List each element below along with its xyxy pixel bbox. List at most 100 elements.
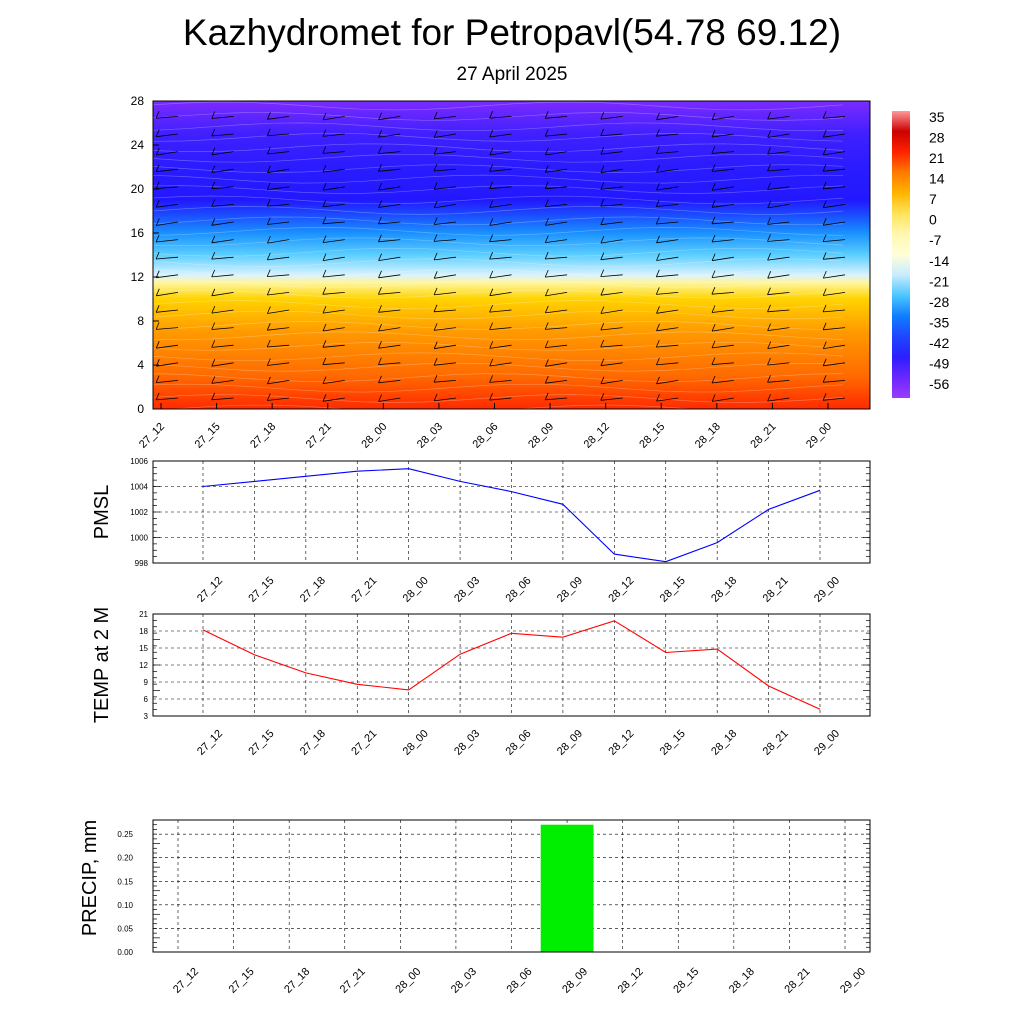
wind-barb-feather	[656, 182, 660, 191]
wind-barb-feather	[211, 218, 216, 226]
wind-barb	[489, 362, 512, 367]
x-tick-label: 27_15	[246, 728, 276, 758]
heatmap-field	[153, 101, 870, 409]
wind-barb-feather	[433, 147, 438, 155]
wind-barb-feather	[656, 357, 660, 366]
wind-barb-feather	[711, 129, 716, 138]
x-tick-label: 27_12	[171, 966, 201, 996]
wind-barb	[322, 239, 345, 243]
wind-barb	[823, 151, 846, 156]
wind-barb-feather	[711, 287, 716, 295]
contour-line	[153, 341, 844, 351]
contour-line	[153, 300, 844, 309]
wind-barb	[267, 221, 290, 225]
wind-barb-feather	[378, 164, 382, 172]
wind-barb-feather	[767, 357, 771, 366]
x-tick-label: 28_18	[709, 575, 739, 605]
wind-barb	[656, 221, 679, 225]
colorbar-tick-label: -49	[929, 355, 949, 371]
wind-barb	[767, 133, 790, 138]
page-subtitle: 27 April 2025	[456, 64, 568, 85]
wind-barb-feather	[767, 304, 771, 312]
wind-barb-feather	[155, 181, 160, 189]
wind-barb	[433, 309, 456, 313]
wind-barb-feather	[656, 253, 660, 261]
wind-barb	[711, 362, 734, 365]
x-tick-label: 27_15	[227, 966, 257, 996]
wind-barb-feather	[266, 252, 271, 261]
x-tick-label: 27_21	[338, 966, 368, 996]
wind-barb-feather	[378, 287, 382, 295]
wind-barb-feather	[822, 234, 827, 242]
wind-barb	[211, 362, 234, 367]
wind-barb-feather	[155, 164, 160, 172]
x-tick-label: 28_06	[471, 421, 501, 451]
wind-barb-feather	[155, 375, 160, 383]
wind-barb	[156, 116, 179, 119]
wind-barb	[489, 292, 512, 297]
wind-barb-feather	[433, 271, 438, 279]
wind-barb	[711, 380, 734, 384]
wind-barb	[489, 133, 512, 138]
wind-barb-feather	[378, 112, 382, 120]
x-tick-label: 28_21	[748, 421, 778, 451]
wind-barb	[656, 116, 679, 121]
wind-barb-feather	[544, 376, 549, 384]
wind-barb-feather	[155, 129, 160, 137]
wind-barb	[267, 380, 290, 385]
contour-line	[153, 153, 844, 163]
wind-barb	[545, 116, 568, 119]
wind-barb-feather	[600, 322, 605, 331]
wind-barb	[322, 344, 345, 348]
wind-barb-feather	[155, 111, 160, 119]
wind-barb	[600, 186, 623, 190]
wind-barb-feather	[489, 129, 494, 138]
wind-barb	[767, 380, 790, 383]
wind-barb	[378, 221, 401, 225]
wind-barb	[656, 292, 679, 295]
wind-barb-feather	[711, 340, 716, 349]
wind-barb	[823, 309, 846, 313]
wind-barb-feather	[544, 305, 549, 314]
wind-barb-feather	[822, 181, 827, 189]
wind-barb	[656, 344, 679, 348]
wind-barb	[211, 168, 234, 173]
wind-barb	[711, 204, 734, 208]
wind-barb	[656, 327, 679, 332]
wind-barb	[600, 168, 623, 174]
wind-barb	[434, 327, 456, 331]
wind-barb	[656, 256, 679, 261]
wind-barb	[267, 362, 290, 366]
wind-barb	[434, 133, 456, 138]
wind-barb-feather	[767, 393, 771, 402]
wind-barb-feather	[322, 146, 327, 154]
wind-barb	[378, 274, 401, 279]
wind-barb	[600, 397, 623, 401]
wind-barb	[489, 309, 512, 313]
wind-barb	[545, 256, 568, 260]
x-tick-label: 28_09	[555, 575, 585, 605]
x-tick-label: 28_03	[452, 728, 482, 758]
colorbar-tick-label: -56	[929, 376, 949, 392]
x-tick-label: 29_00	[812, 575, 842, 605]
y-tick-label: 28	[131, 94, 145, 108]
wind-barb	[489, 186, 512, 190]
wind-barb-feather	[711, 183, 716, 191]
y-tick-label: 12	[139, 661, 148, 670]
wind-barb-feather	[600, 376, 605, 384]
wind-barb	[378, 397, 401, 402]
contour-line	[153, 404, 697, 409]
wind-barb	[767, 397, 790, 402]
wind-barb-feather	[433, 393, 438, 402]
x-tick-label: 27_18	[282, 966, 312, 996]
wind-barb	[211, 204, 234, 207]
wind-barb	[211, 327, 234, 330]
wind-barb-feather	[322, 357, 327, 365]
wind-barb-feather	[322, 394, 327, 402]
wind-barb	[711, 344, 734, 349]
wind-barb	[156, 221, 179, 226]
wind-barb-feather	[822, 130, 827, 138]
wind-barb	[434, 186, 456, 190]
wind-barb-feather	[600, 358, 605, 366]
wind-barb	[656, 274, 679, 278]
